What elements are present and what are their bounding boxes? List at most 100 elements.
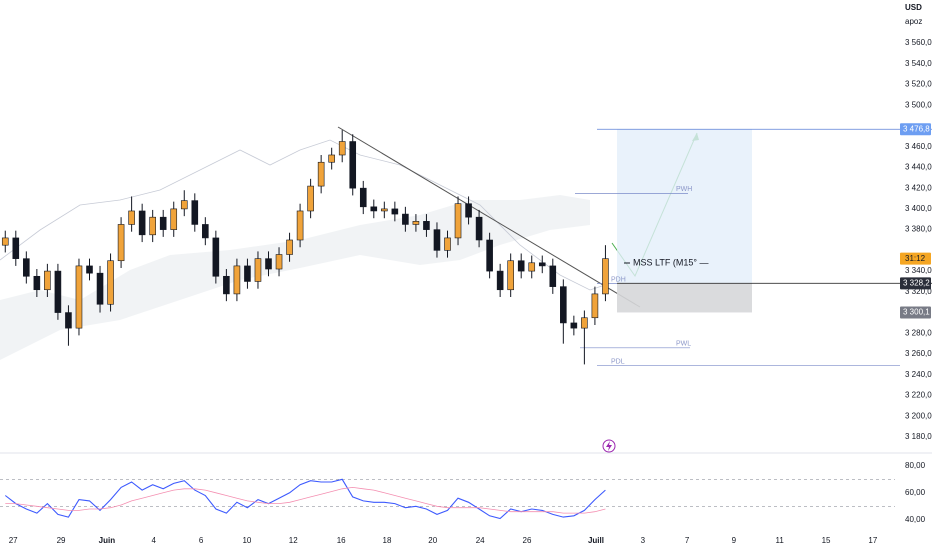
candle-body <box>23 258 30 277</box>
level-label: PDL <box>611 358 625 365</box>
x-tick-label: 18 <box>383 536 392 545</box>
candle-body <box>54 270 62 313</box>
candle-body <box>328 154 335 163</box>
x-tick-label: 24 <box>476 536 485 545</box>
candle-body <box>359 187 367 208</box>
candle-body <box>528 262 536 272</box>
level-label: PWL <box>676 341 691 348</box>
candle-body <box>317 161 325 187</box>
y-tick-label: 3 200,0 <box>905 411 932 420</box>
x-tick-label: 12 <box>289 536 298 545</box>
y-tick-label: 3 260,0 <box>905 349 932 358</box>
candle-body <box>44 270 51 291</box>
candle-body <box>286 239 293 255</box>
candle-body <box>149 216 156 236</box>
candle-body <box>117 224 125 262</box>
candle-body <box>65 312 72 329</box>
candle-body <box>75 265 83 329</box>
y-tick-label: 3 560,0 <box>905 38 932 47</box>
y-tick-label: 3 320,0 <box>905 287 932 296</box>
y-tick-label: 3 340,0 <box>905 266 932 275</box>
price-badge-label: 3 328,2 <box>903 278 930 287</box>
candle-body <box>138 210 146 236</box>
y-tick-label: 3 220,0 <box>905 391 932 400</box>
candle-body <box>475 216 483 241</box>
y-tick-label: 3 540,0 <box>905 59 932 68</box>
price-badge-label: 3 476,8 <box>903 124 930 133</box>
x-tick-label: 9 <box>732 536 737 545</box>
x-tick-label: 29 <box>57 536 66 545</box>
candle-body <box>602 258 609 295</box>
x-tick-label: Juin <box>99 536 116 545</box>
price-badge <box>900 277 931 290</box>
x-tick-label: 4 <box>152 536 157 545</box>
candle-body <box>223 275 230 295</box>
candle-body <box>96 272 104 305</box>
candle-body <box>254 258 262 282</box>
candle-body <box>191 200 199 225</box>
x-tick-label: Juill <box>588 536 604 545</box>
y-tick-label: 3 460,0 <box>905 142 932 151</box>
candle-body <box>275 254 283 270</box>
candle-body <box>560 286 567 324</box>
candle-body <box>212 237 220 277</box>
candle-body <box>180 200 188 210</box>
candle-body <box>296 210 304 241</box>
y-tick-label: 3 180,0 <box>905 432 932 441</box>
rsi-line <box>5 486 606 514</box>
level-label: PWH <box>676 186 692 193</box>
candle-body <box>570 322 578 329</box>
y-tick-label: 3 240,0 <box>905 370 932 379</box>
cloud <box>0 195 590 360</box>
candle-body <box>244 265 251 282</box>
band-line <box>0 139 606 291</box>
candle-body <box>349 141 357 189</box>
candle-body <box>233 265 241 295</box>
price-badge <box>900 123 931 136</box>
rsi-tick-label: 40,00 <box>905 515 926 524</box>
y-tick-label: 3 400,0 <box>905 204 932 213</box>
y-tick-label: 3 280,0 <box>905 328 932 337</box>
trend-line <box>337 126 641 308</box>
candle-body <box>496 270 504 291</box>
x-tick-label: 11 <box>776 536 785 545</box>
y-tick-label: 3 380,0 <box>905 225 932 234</box>
y-tick-label: 3 500,0 <box>905 100 932 109</box>
candle-body <box>307 185 314 212</box>
candle-body <box>486 239 493 272</box>
y-tick-label: 3 420,0 <box>905 183 932 192</box>
candle-body <box>381 208 388 212</box>
candle-body <box>128 210 135 225</box>
account: apoz <box>905 17 922 26</box>
stop-zone <box>617 283 752 313</box>
candles <box>1 130 609 365</box>
rsi-tick-label: 80,00 <box>905 461 926 470</box>
candle-body <box>538 262 546 267</box>
candle-body <box>86 265 93 274</box>
candle-body <box>591 293 599 319</box>
y-tick-label: 3 440,0 <box>905 163 932 172</box>
x-tick-label: 6 <box>199 536 204 545</box>
x-tick-label: 7 <box>685 536 690 545</box>
price-badge <box>900 306 931 319</box>
countdown-badge <box>900 252 931 265</box>
x-tick-label: 17 <box>868 536 877 545</box>
candle-body <box>338 141 346 156</box>
candle-body <box>202 224 209 239</box>
candle-body <box>107 260 114 305</box>
level-label: PDH <box>611 276 626 283</box>
rsi-tick-label: 60,00 <box>905 488 926 497</box>
candle-body <box>12 237 20 259</box>
candle-body <box>412 221 420 225</box>
x-tick-label: 16 <box>337 536 346 545</box>
candle-body <box>265 258 272 270</box>
currency: USD <box>905 3 922 12</box>
candle-body <box>159 216 167 230</box>
x-tick-label: 20 <box>428 536 437 545</box>
candle-body <box>517 260 525 272</box>
price-badge-label: 3 300,1 <box>903 308 930 317</box>
candle-body <box>581 317 588 329</box>
x-tick-label: 26 <box>523 536 532 545</box>
candle-body <box>33 275 41 291</box>
